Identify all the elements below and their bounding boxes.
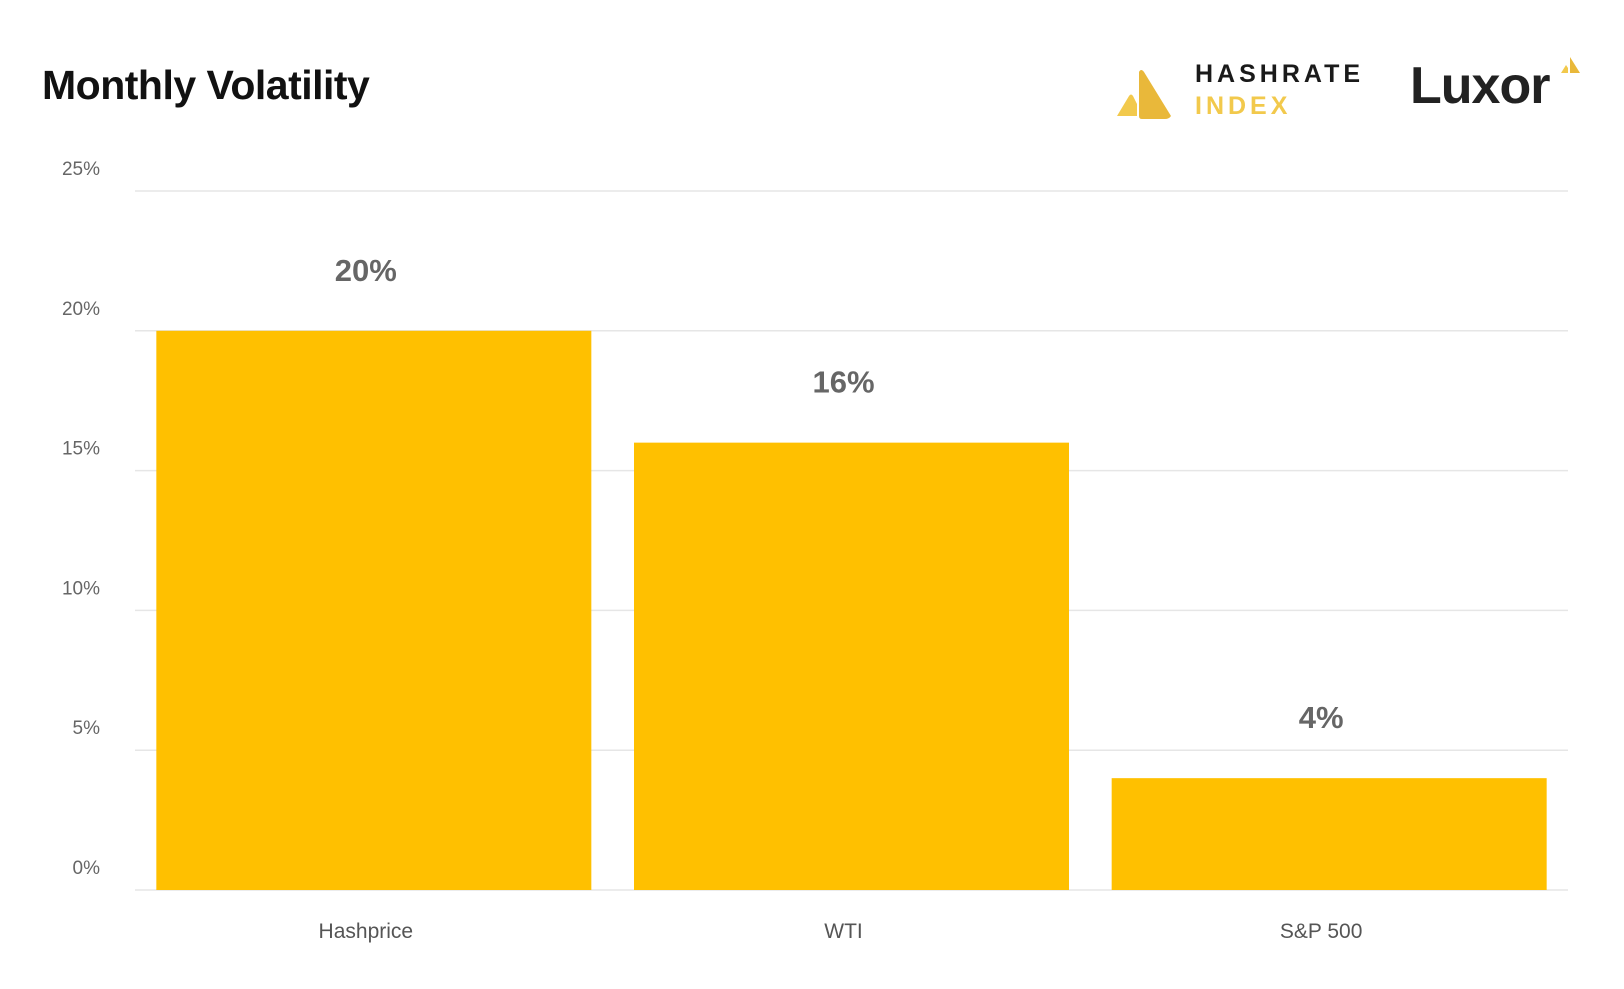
y-tick-label: 5% xyxy=(73,718,101,739)
data-label: 20% xyxy=(335,253,397,288)
bar-s-p-500 xyxy=(1111,778,1547,890)
hashrate-index-logo-icon xyxy=(1117,70,1171,119)
category-labels: Hashprice WTI S&P 500 xyxy=(319,920,1363,943)
y-tick-label: 25% xyxy=(62,159,100,180)
luxor-logo-icon xyxy=(1561,57,1580,73)
data-label: 16% xyxy=(812,365,874,400)
hashrate-brand-line2: INDEX xyxy=(1195,92,1292,120)
y-tick-label: 20% xyxy=(62,299,100,320)
category-label: S&P 500 xyxy=(1280,920,1363,943)
hashrate-index-logo: HASHRATE INDEX xyxy=(1115,60,1415,124)
y-axis-ticks: 0% 5% 10% 15% 20% 25% xyxy=(62,159,100,879)
y-tick-label: 0% xyxy=(73,858,101,879)
chart-title: Monthly Volatility xyxy=(42,62,370,108)
hashrate-brand-line1: HASHRATE xyxy=(1195,60,1365,88)
category-label: WTI xyxy=(824,920,862,943)
data-label: 4% xyxy=(1299,700,1344,735)
bars xyxy=(156,330,1547,890)
category-label: Hashprice xyxy=(319,920,414,943)
y-tick-label: 10% xyxy=(62,578,100,599)
bar-hashprice xyxy=(156,330,592,890)
y-tick-label: 15% xyxy=(62,439,100,460)
data-labels: 20% 16% 4% xyxy=(335,253,1344,735)
luxor-wordmark: Luxor xyxy=(1410,57,1550,115)
bar-wti xyxy=(634,442,1069,890)
luxor-logo: Luxor xyxy=(1410,56,1590,120)
